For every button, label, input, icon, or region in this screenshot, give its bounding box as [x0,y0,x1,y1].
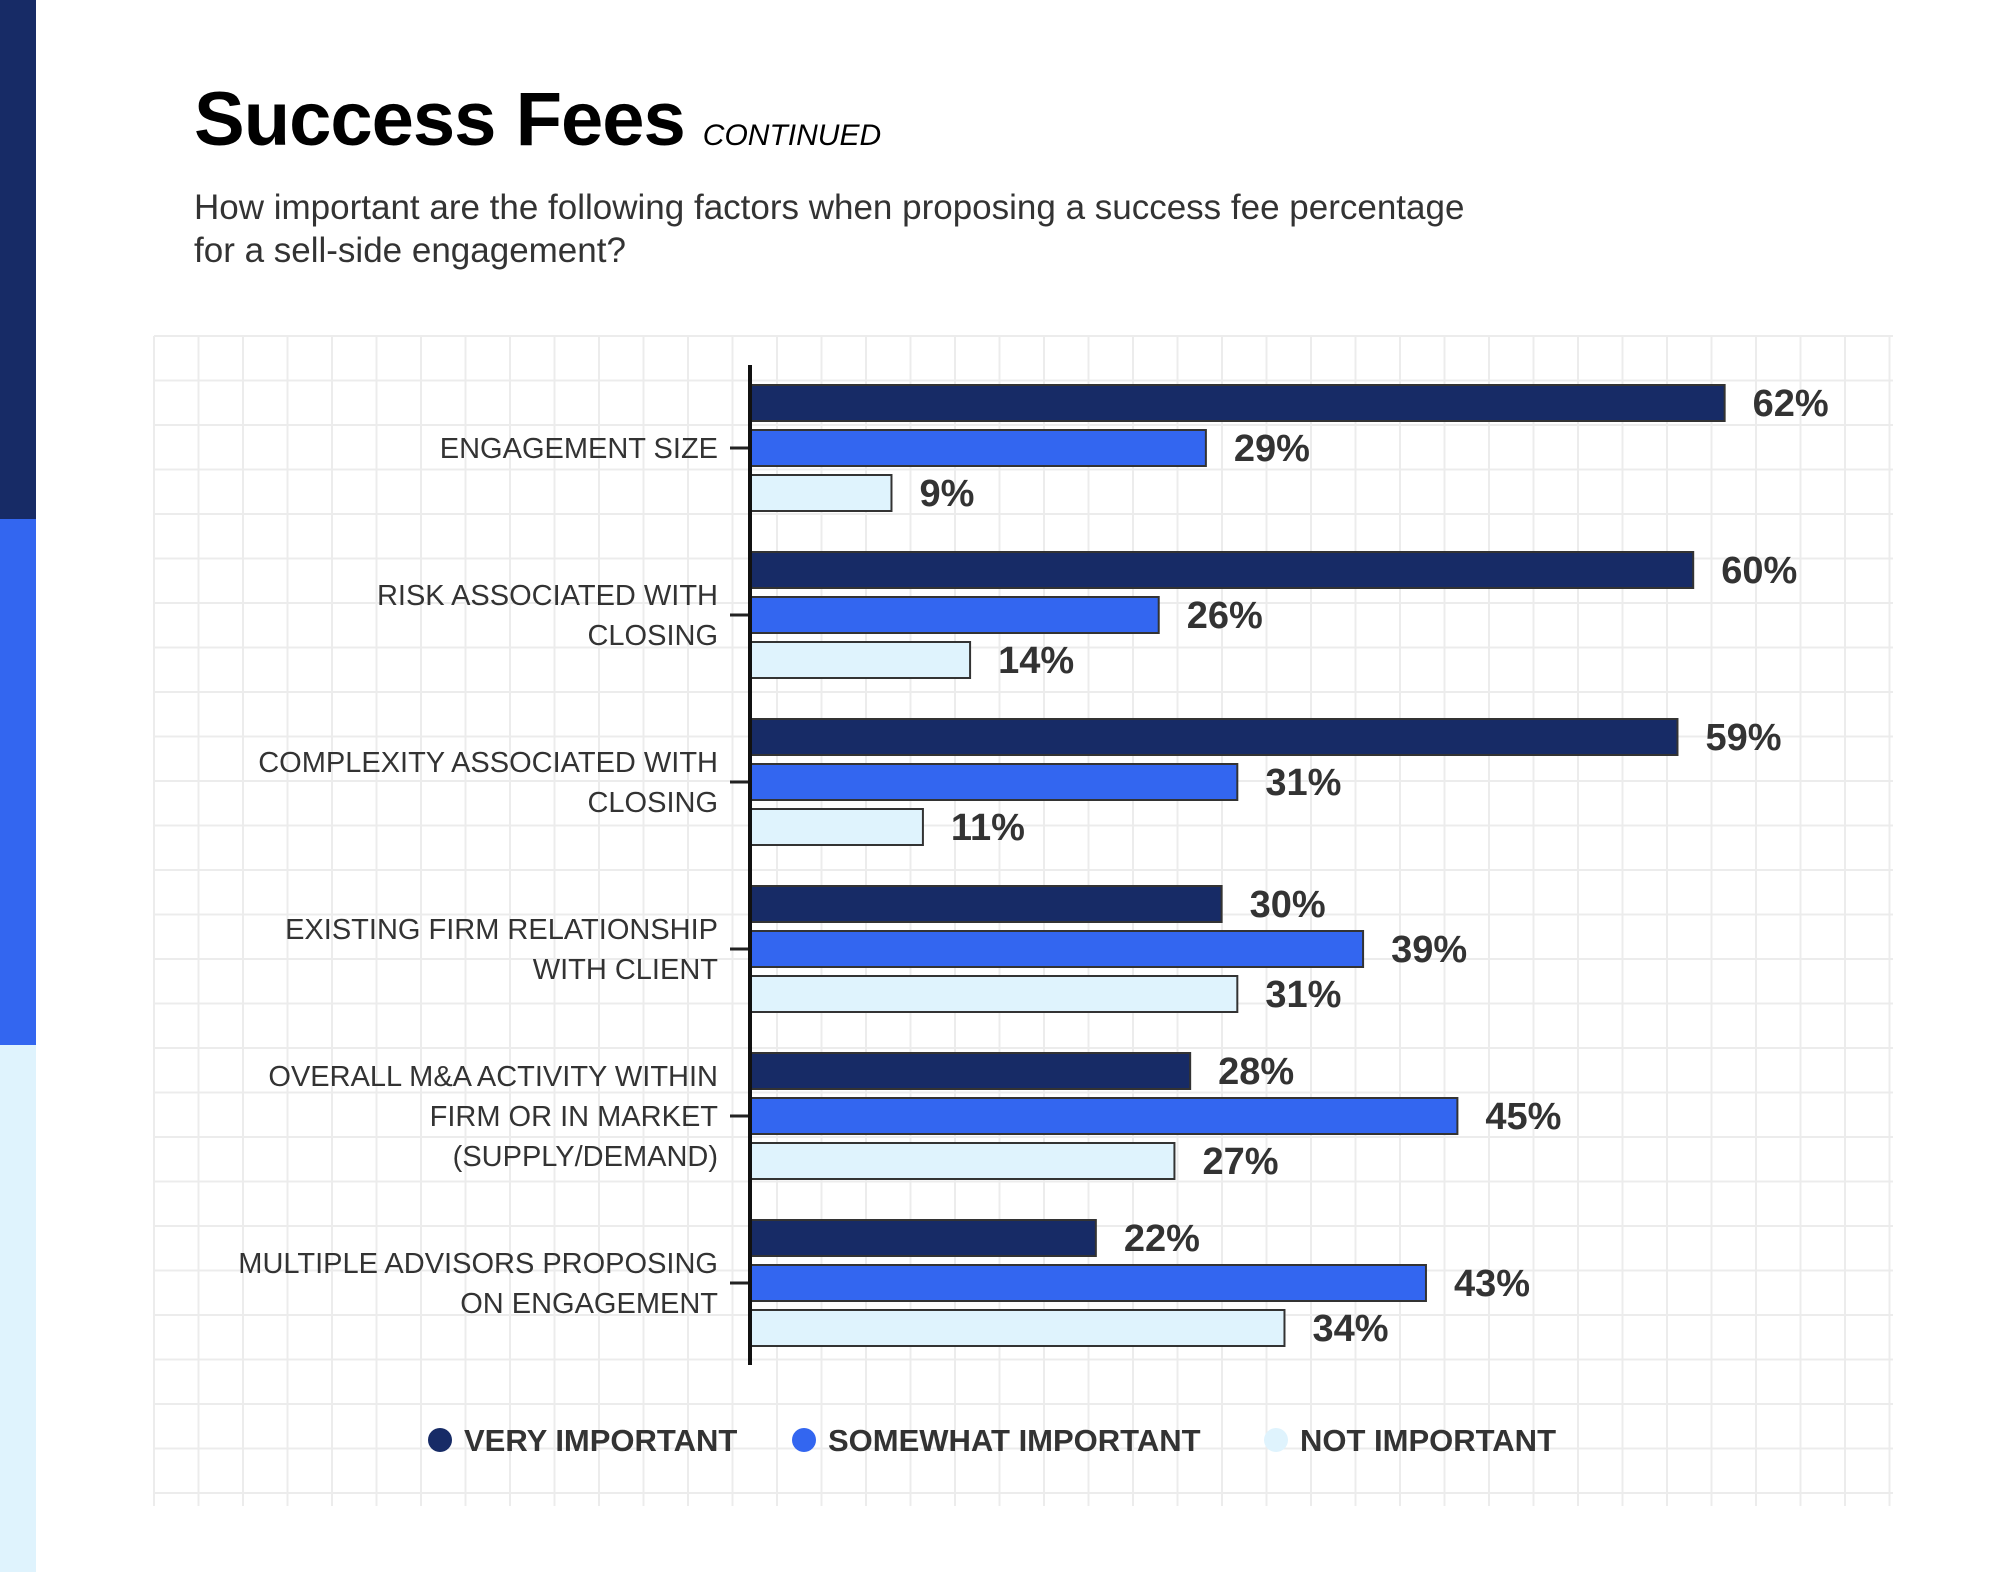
bar-not-important [749,1142,1176,1180]
data-label: 60% [1721,550,1797,592]
bar-not-important [749,641,972,679]
data-label: 62% [1753,383,1829,425]
bar-not-important [749,808,924,846]
data-label: 59% [1705,717,1781,759]
bar-somewhat-important [749,763,1239,801]
bar-very-important [749,1219,1097,1257]
data-label: 39% [1391,929,1467,971]
data-label: 43% [1454,1263,1530,1305]
bar-very-important [749,885,1223,923]
decor-stripe-light [0,1045,36,1572]
bar-very-important [749,551,1695,589]
bar-somewhat-important [749,596,1160,634]
bar-somewhat-important [749,1264,1427,1302]
category-label: ENGAGEMENT SIZE [440,433,718,465]
data-label: 34% [1312,1308,1388,1350]
data-label: 31% [1265,762,1341,804]
category-label: (SUPPLY/DEMAND) [453,1141,718,1173]
title-suffix: CONTINUED [702,119,882,152]
data-label: 30% [1250,884,1326,926]
data-label: 28% [1218,1051,1294,1093]
decor-stripe-blue [0,519,36,1045]
bar-very-important [749,718,1679,756]
data-label: 29% [1234,428,1310,470]
data-label: 9% [919,473,974,515]
category-label: ON ENGAGEMENT [460,1288,718,1320]
bar-somewhat-important [749,930,1365,968]
bar-not-important [749,1309,1286,1347]
legend-label: SOMEWHAT IMPORTANT [828,1423,1201,1458]
bar-very-important [749,384,1726,422]
legend-label: VERY IMPORTANT [464,1423,737,1458]
page-title: Success Fees CONTINUED [194,76,881,163]
data-label: 11% [951,807,1025,849]
category-label: MULTIPLE ADVISORS PROPOSING [238,1248,718,1280]
legend-swatch-icon [428,1428,452,1452]
data-label: 14% [998,640,1074,682]
decor-stripe-dark [0,0,36,519]
data-label: 22% [1124,1218,1200,1260]
category-label: OVERALL M&A ACTIVITY WITHIN [268,1061,718,1093]
bar-somewhat-important [749,429,1207,467]
data-label: 26% [1187,595,1263,637]
category-label: CLOSING [587,620,718,652]
category-label: FIRM OR IN MARKET [430,1101,719,1133]
bar-somewhat-important [749,1097,1459,1135]
data-label: 45% [1485,1096,1561,1138]
bar-not-important [749,975,1239,1013]
bar-not-important [749,474,893,512]
legend-swatch-icon [792,1428,816,1452]
bar-very-important [749,1052,1192,1090]
category-label: CLOSING [587,787,718,819]
category-label: RISK ASSOCIATED WITH [377,580,718,612]
legend-swatch-icon [1264,1428,1288,1452]
category-label: EXISTING FIRM RELATIONSHIP [285,914,718,946]
data-label: 31% [1265,974,1341,1016]
data-label: 27% [1202,1141,1278,1183]
chart-question: How important are the following factors … [194,188,1465,270]
category-label: WITH CLIENT [533,954,719,986]
legend-label: NOT IMPORTANT [1300,1423,1556,1458]
title-text: Success Fees [194,77,686,162]
category-label: COMPLEXITY ASSOCIATED WITH [258,747,718,779]
